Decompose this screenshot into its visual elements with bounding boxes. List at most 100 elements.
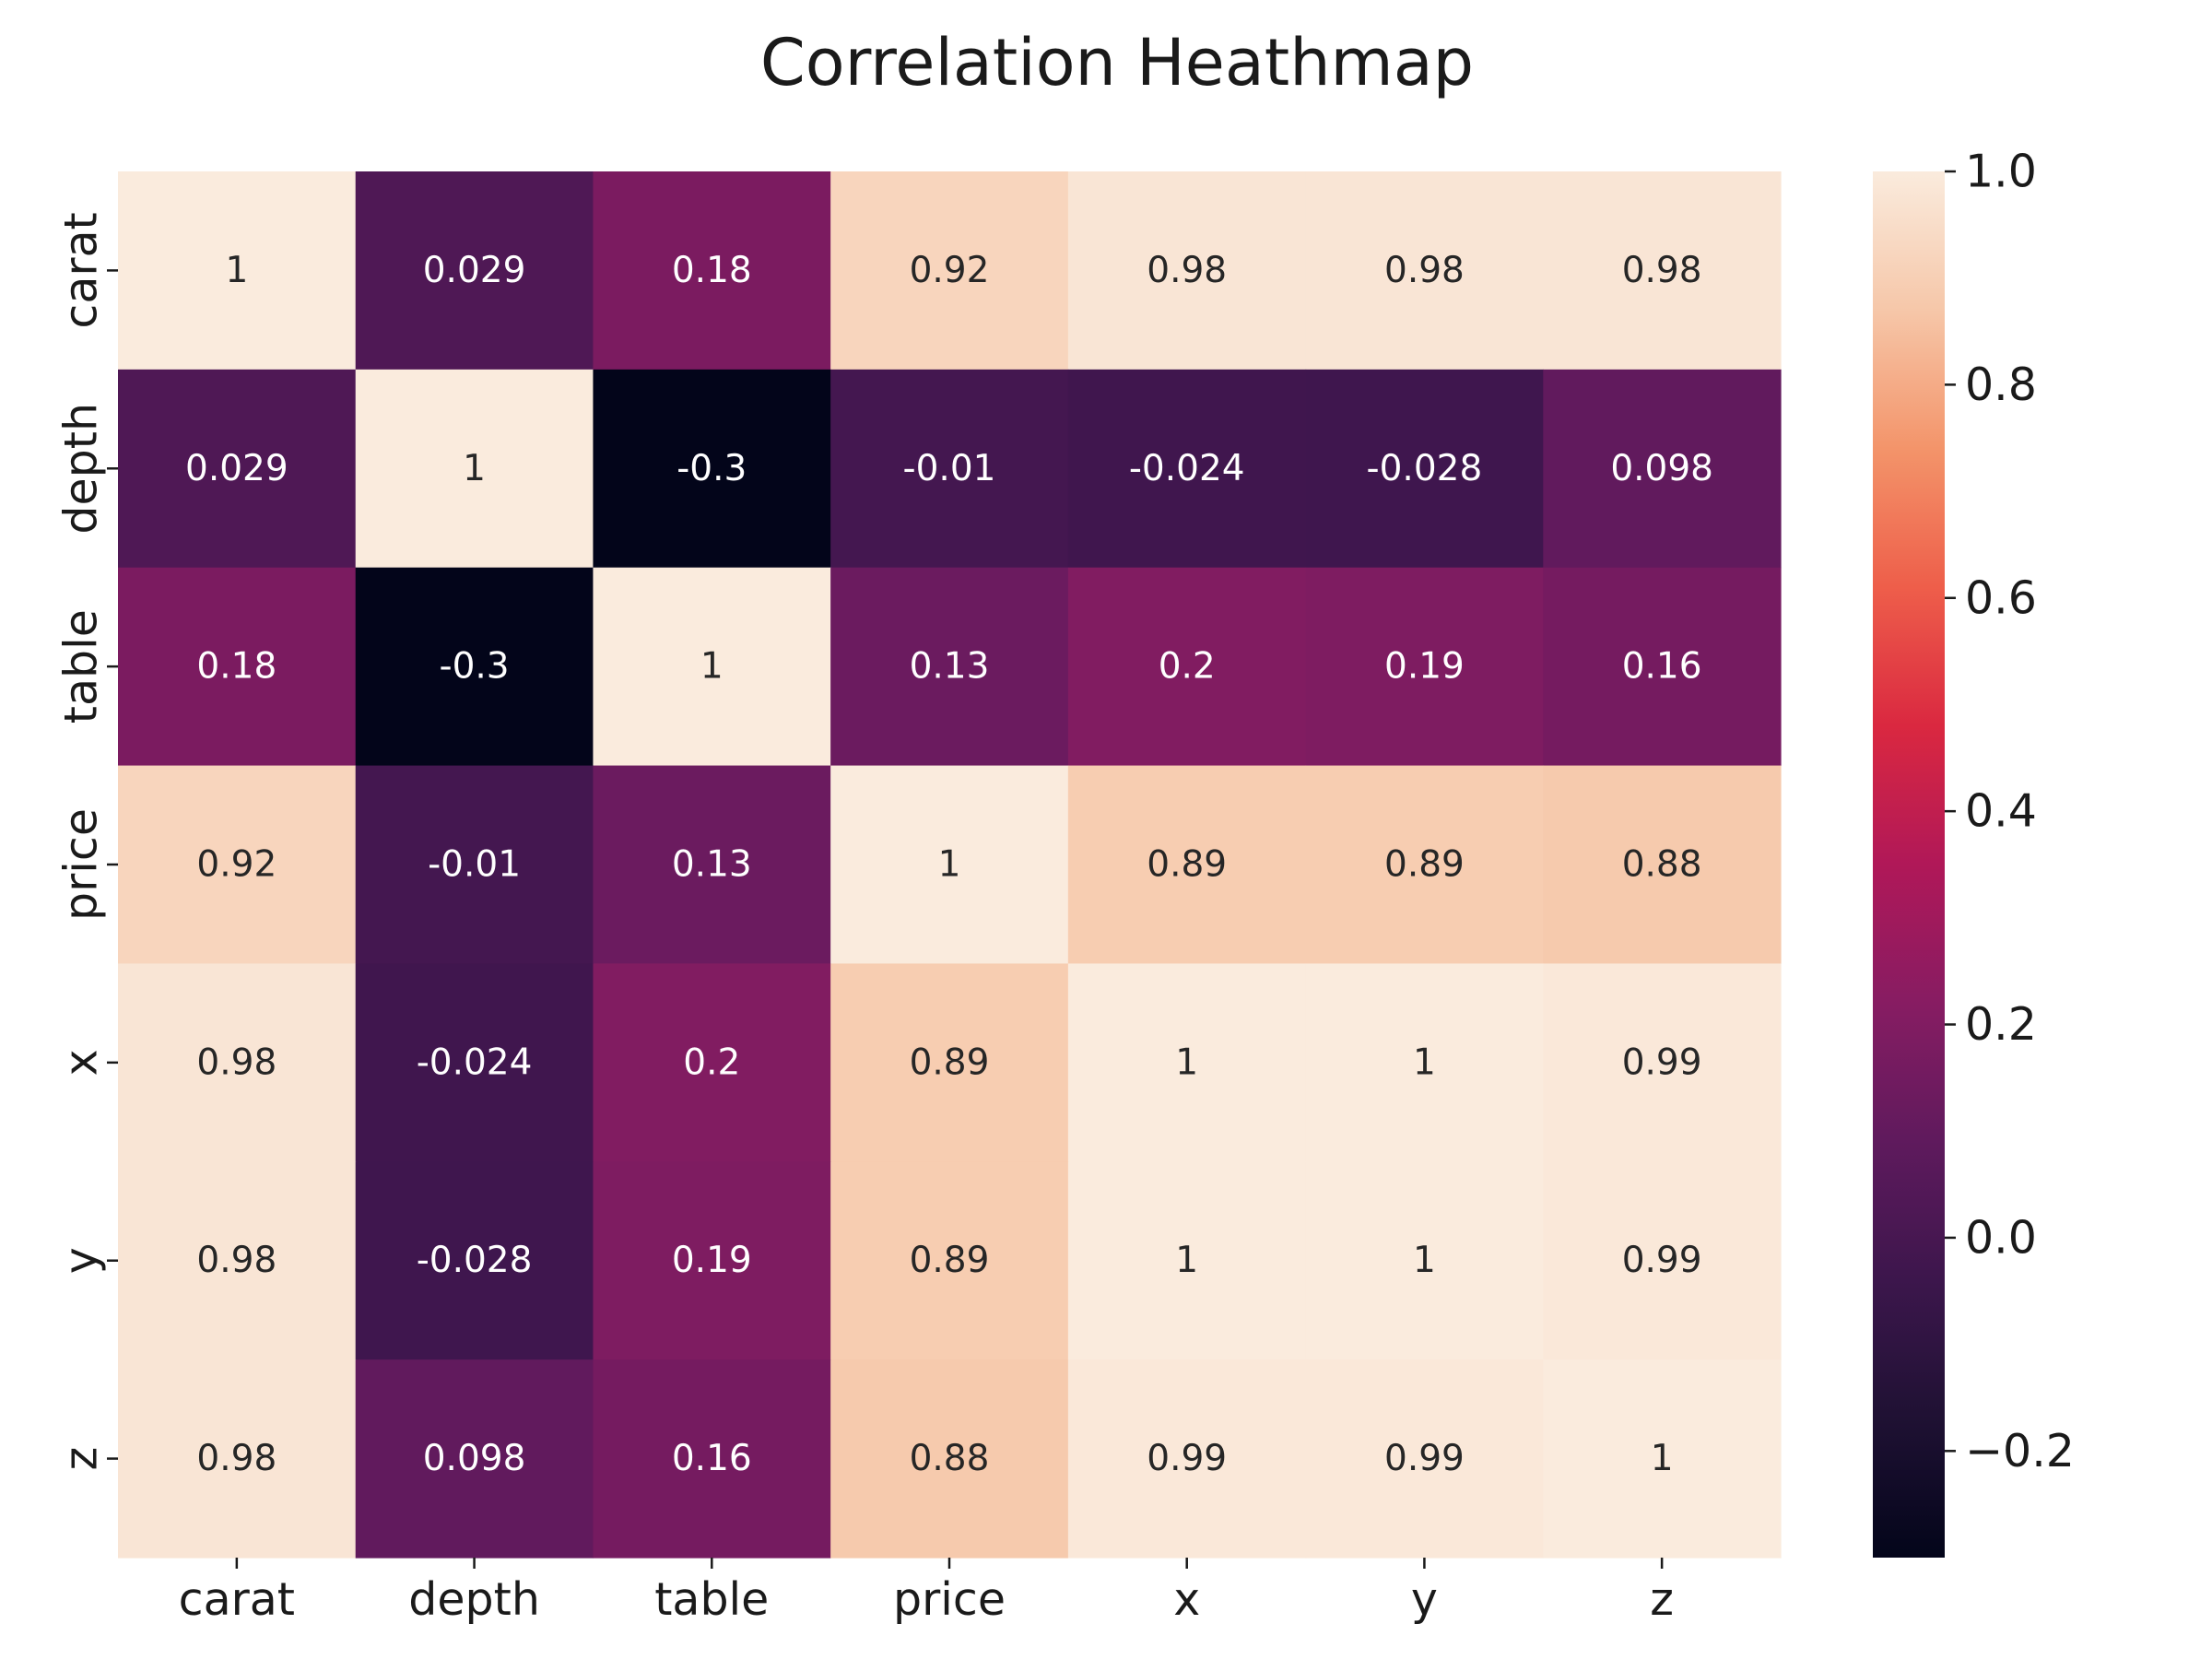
cell-value-depth-price: -0.01 (903, 448, 996, 489)
cell-value-z-z: 1 (1651, 1438, 1674, 1479)
cell-value-x-depth: -0.024 (417, 1041, 533, 1083)
cell-value-carat-x: 0.98 (1147, 250, 1227, 291)
heatmap-cell-carat-depth (355, 171, 594, 371)
cell-value-price-z: 0.88 (1622, 844, 1702, 886)
heatmap-cell-carat-y (1305, 171, 1544, 371)
x-tick-label-table: table (654, 1573, 769, 1626)
heatmap-cell-x-x (1067, 963, 1307, 1162)
cell-value-price-y: 0.89 (1384, 844, 1465, 886)
cell-value-y-depth: -0.028 (417, 1240, 533, 1281)
colorbar-tick-label-3: 0.4 (1965, 785, 2037, 838)
heatmap-cell-x-y (1305, 963, 1544, 1162)
heatmap-cell-x-table (593, 963, 831, 1162)
heatmap-cell-table-carat (118, 567, 357, 767)
cell-value-y-z: 0.99 (1622, 1240, 1702, 1281)
heatmap-cell-depth-x (1067, 369, 1307, 569)
cell-value-price-depth: -0.01 (428, 844, 521, 886)
cell-value-depth-table: -0.3 (677, 448, 747, 489)
cell-value-z-price: 0.88 (910, 1438, 990, 1479)
cell-value-table-table: 1 (700, 646, 724, 688)
heatmap-cell-y-depth (355, 1161, 594, 1360)
y-tick-label-x: x (55, 1049, 108, 1076)
heatmap-cell-carat-price (830, 171, 1069, 371)
y-tick-label-y: y (55, 1247, 108, 1274)
heatmap-cell-z-carat (118, 1359, 357, 1559)
heatmap-cell-y-carat (118, 1161, 357, 1360)
heatmap-cell-x-z (1543, 963, 1782, 1162)
cell-value-carat-carat: 1 (225, 250, 248, 291)
cell-value-table-carat: 0.18 (196, 646, 276, 688)
cell-value-carat-z: 0.98 (1622, 250, 1702, 291)
y-tick-label-depth: depth (55, 403, 108, 535)
cell-value-table-price: 0.13 (910, 646, 990, 688)
heatmap-cell-y-z (1543, 1161, 1782, 1360)
cell-value-price-x: 0.89 (1147, 844, 1227, 886)
cell-value-x-price: 0.89 (910, 1041, 990, 1083)
heatmap-cell-x-carat (118, 963, 357, 1162)
cell-value-z-y: 0.99 (1384, 1438, 1465, 1479)
x-tick-label-depth: depth (408, 1573, 540, 1626)
y-tick-label-table: table (55, 609, 108, 724)
heatmap-cell-z-z (1543, 1359, 1782, 1559)
heatmap-cell-price-price (830, 765, 1069, 965)
cell-value-depth-depth: 1 (463, 448, 486, 489)
heatmap-cell-depth-z (1543, 369, 1782, 569)
colorbar-tick-label-0: −0.2 (1965, 1425, 2075, 1477)
heatmap-cell-depth-table (593, 369, 831, 569)
cell-value-x-table: 0.2 (683, 1041, 740, 1083)
cell-value-y-x: 1 (1175, 1240, 1198, 1281)
cell-value-price-table: 0.13 (672, 844, 752, 886)
x-tick-label-z: z (1650, 1573, 1674, 1626)
heatmap-cell-x-price (830, 963, 1069, 1162)
heatmap-cell-carat-z (1543, 171, 1782, 371)
cell-value-depth-x: -0.024 (1129, 448, 1245, 489)
heatmap-cell-price-x (1067, 765, 1307, 965)
colorbar-gradient (1873, 171, 1945, 1558)
heatmap-cell-depth-carat (118, 369, 357, 569)
heatmap-cell-z-depth (355, 1359, 594, 1559)
cell-value-table-x: 0.2 (1159, 646, 1216, 688)
colorbar-tick-label-5: 0.8 (1965, 359, 2037, 411)
cell-value-carat-table: 0.18 (672, 250, 752, 291)
cell-value-price-carat: 0.92 (196, 844, 276, 886)
cell-value-z-carat: 0.98 (196, 1438, 276, 1479)
x-tick-label-carat: carat (179, 1573, 295, 1626)
heatmap-cell-y-x (1067, 1161, 1307, 1360)
x-tick-label-price: price (893, 1573, 1006, 1626)
colorbar-tick-label-6: 1.0 (1965, 146, 2037, 198)
colorbar: −0.2 0.0 0.2 0.4 0.6 0.8 1.0 (1873, 146, 2075, 1558)
cell-value-y-table: 0.19 (672, 1240, 752, 1281)
cell-value-table-z: 0.16 (1622, 646, 1702, 688)
heatmap-cells (118, 171, 1782, 1559)
heatmap-cell-depth-depth (355, 369, 594, 569)
y-tick-label-carat: carat (55, 212, 108, 328)
cell-value-x-carat: 0.98 (196, 1041, 276, 1083)
cell-value-table-depth: -0.3 (440, 646, 510, 688)
y-tick-label-z: z (55, 1447, 108, 1471)
x-axis: carat depth table price x y z (179, 1558, 1674, 1626)
colorbar-tick-label-4: 0.6 (1965, 571, 2037, 624)
heatmap-cell-price-table (593, 765, 831, 965)
heatmap-cell-price-depth (355, 765, 594, 965)
cell-value-z-table: 0.16 (672, 1438, 752, 1479)
heatmap-cell-price-z (1543, 765, 1782, 965)
y-tick-label-price: price (55, 808, 108, 921)
cell-value-depth-y: -0.028 (1367, 448, 1483, 489)
y-axis: carat depth table price x y z (55, 212, 118, 1471)
heatmap-cell-table-price (830, 567, 1069, 767)
heatmap-cell-y-price (830, 1161, 1069, 1360)
colorbar-tick-label-1: 0.0 (1965, 1211, 2037, 1264)
cell-value-y-y: 1 (1413, 1240, 1436, 1281)
colorbar-tick-label-2: 0.2 (1965, 998, 2037, 1051)
heatmap-cell-x-depth (355, 963, 594, 1162)
heatmap-cell-z-y (1305, 1359, 1544, 1559)
x-tick-label-y: y (1411, 1573, 1438, 1626)
cell-value-depth-carat: 0.029 (185, 448, 288, 489)
cell-value-depth-z: 0.098 (1610, 448, 1713, 489)
cell-value-x-x: 1 (1175, 1041, 1198, 1083)
heatmap-cell-depth-price (830, 369, 1069, 569)
cell-value-price-price: 1 (938, 844, 961, 886)
cell-value-x-y: 1 (1413, 1041, 1436, 1083)
chart-title: Correlation Heathmap (760, 25, 1474, 100)
